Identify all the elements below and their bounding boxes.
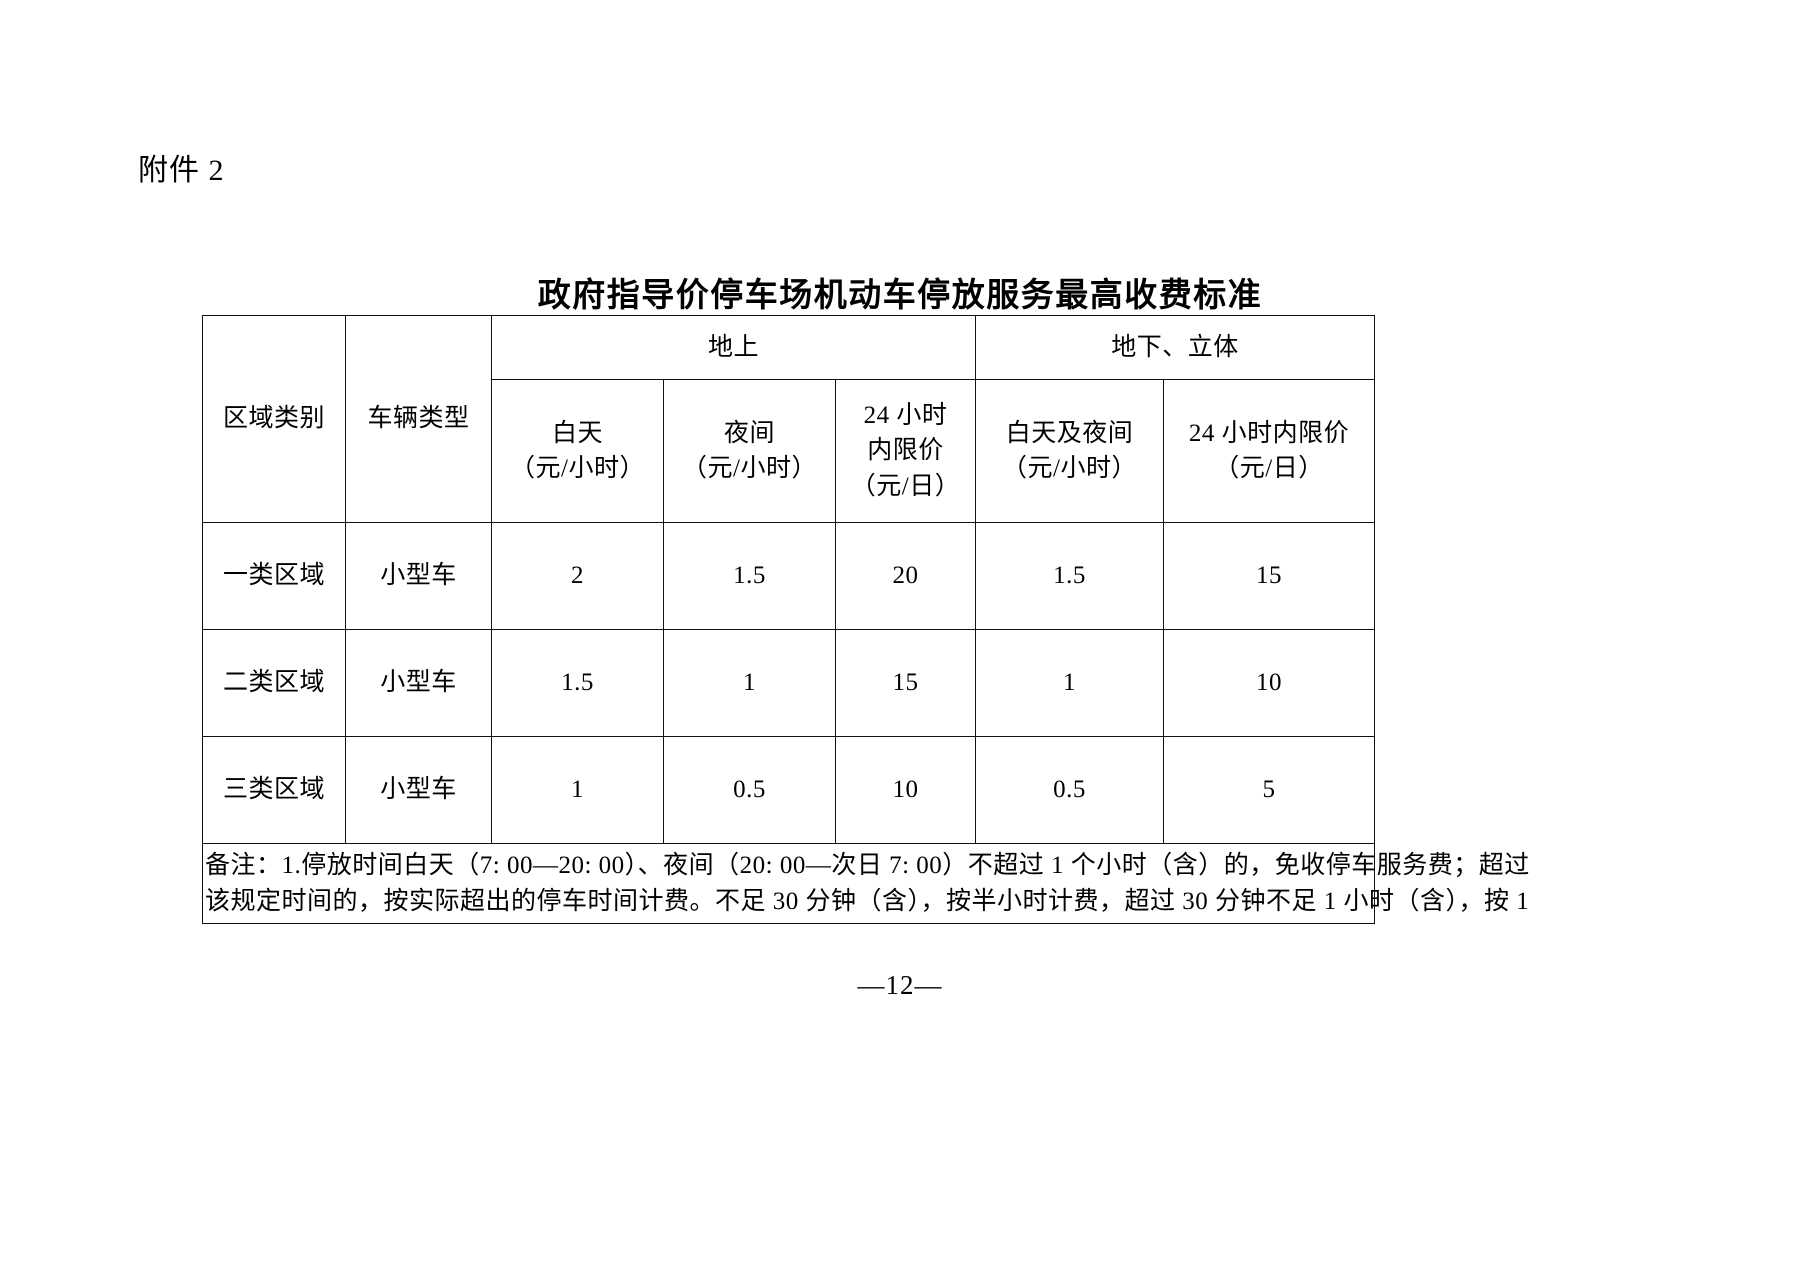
cell-under-day-night: 1.5 [975, 522, 1164, 630]
cell-under-day-night: 0.5 [975, 736, 1164, 844]
cell-vehicle: 小型车 [345, 629, 492, 737]
cell-above-cap24: 15 [835, 629, 976, 737]
table-header-group-row: 区域类别 车辆类型 地上 地下、立体 [202, 315, 1376, 523]
header-group-aboveground: 地上 [491, 315, 976, 380]
header-aboveground-day: 白天 （元/小时） [491, 379, 664, 523]
header-underground-day-night-unit: （元/小时） [1002, 455, 1137, 482]
header-aboveground-day-name: 白天 [551, 419, 603, 447]
header-vehicle-type: 车辆类型 [345, 315, 492, 523]
header-underground-cap24-line2: （元/日） [1214, 455, 1324, 482]
table-note-line-1: 备注：1.停放时间白天（7: 00—20: 00）、夜间（20: 00—次日 7… [205, 852, 1530, 879]
page-number: —12— [857, 970, 943, 1000]
header-aboveground-cap24: 24 小时 内限价 （元/日） [835, 379, 976, 523]
attachment-label: 附件 2 [138, 154, 225, 187]
table-row: 二类区域 小型车 1.5 1 15 1 10 [202, 629, 1376, 737]
cell-above-day: 1 [491, 736, 664, 844]
cell-under-cap24: 15 [1162, 522, 1376, 630]
cell-above-cap24: 20 [835, 522, 976, 630]
fee-table: 区域类别 车辆类型 地上 地下、立体 白天 （元/小时） 夜间 （元/小时） [201, 315, 1530, 924]
fee-table-container: 区域类别 车辆类型 地上 地下、立体 白天 （元/小时） 夜间 （元/小时） [201, 315, 1530, 924]
table-note: 备注：1.停放时间白天（7: 00—20: 00）、夜间（20: 00—次日 7… [201, 843, 1530, 924]
page-title: 政府指导价停车场机动车停放服务最高收费标准 [537, 275, 1263, 314]
cell-above-night: 1.5 [663, 522, 836, 630]
header-group-underground: 地下、立体 [974, 315, 1376, 380]
header-aboveground-cap24-line1: 24 小时 [863, 401, 948, 429]
table-row: 三类区域 小型车 1 0.5 10 0.5 5 [202, 736, 1376, 844]
header-aboveground-cap24-line3: （元/日） [850, 472, 961, 500]
table-header-sub-row: 白天 （元/小时） 夜间 （元/小时） 24 小时 内限价 （元/日） 白天及夜… [203, 379, 1376, 523]
cell-region: 一类区域 [202, 522, 346, 630]
header-aboveground-night-name: 夜间 [723, 419, 775, 447]
cell-above-cap24: 10 [835, 736, 976, 844]
cell-under-day-night: 1 [975, 629, 1164, 737]
cell-above-day: 2 [491, 522, 664, 630]
header-underground-cap24: 24 小时内限价 （元/日） [1162, 379, 1376, 523]
cell-under-cap24: 10 [1162, 629, 1376, 737]
header-aboveground-night-unit: （元/小时） [682, 455, 817, 482]
header-underground-cap24-line1: 24 小时内限价 [1188, 419, 1350, 447]
cell-above-night: 0.5 [663, 736, 836, 844]
table-note-row: 备注：1.停放时间白天（7: 00—20: 00）、夜间（20: 00—次日 7… [201, 843, 1530, 924]
cell-vehicle: 小型车 [345, 522, 492, 630]
cell-region: 二类区域 [202, 629, 346, 737]
header-underground-day-night: 白天及夜间 （元/小时） [975, 379, 1164, 523]
cell-above-day: 1.5 [491, 629, 664, 737]
cell-above-night: 1 [663, 629, 836, 737]
header-aboveground-cap24-line2: 内限价 [867, 437, 944, 465]
cell-vehicle: 小型车 [345, 736, 492, 844]
cell-under-cap24: 5 [1162, 736, 1376, 844]
table-note-line-2: 该规定时间的，按实际超出的停车时间计费。不足 30 分钟（含），按半小时计费，超… [205, 887, 1530, 915]
header-underground-day-night-name: 白天及夜间 [1005, 419, 1134, 447]
cell-region: 三类区域 [202, 736, 346, 844]
header-aboveground-day-unit: （元/小时） [510, 455, 645, 482]
header-region-category: 区域类别 [202, 315, 346, 523]
header-aboveground-night: 夜间 （元/小时） [663, 379, 836, 523]
table-row: 一类区域 小型车 2 1.5 20 1.5 15 [202, 522, 1376, 630]
